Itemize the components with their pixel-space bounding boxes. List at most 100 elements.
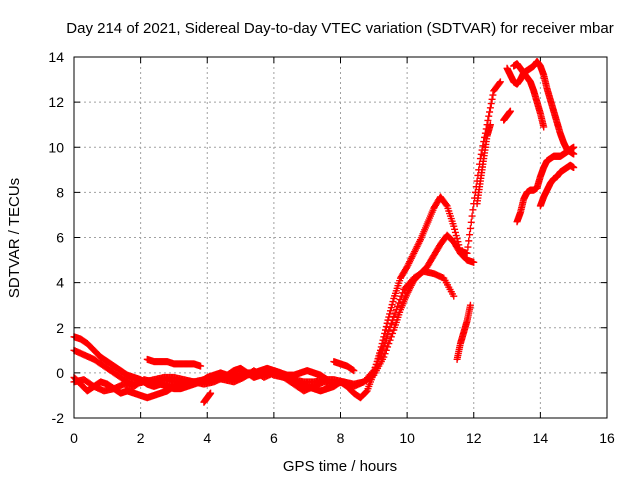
data-point [395, 299, 403, 307]
data-point [464, 243, 472, 251]
x-tick-label: 8 [337, 430, 345, 446]
data-point [442, 201, 450, 209]
data-point [207, 389, 215, 397]
y-axis-label: SDTVAR / TECUs [6, 178, 23, 298]
data-point [386, 310, 394, 318]
grid [74, 57, 607, 418]
y-tick-label: 2 [56, 320, 64, 336]
data-point [385, 327, 393, 335]
data-point [391, 309, 399, 317]
data-point [463, 249, 471, 257]
data-point [451, 228, 459, 236]
series-3 [70, 364, 331, 402]
data-point [392, 306, 400, 314]
data-point [466, 301, 474, 309]
data-point [454, 238, 462, 246]
x-tick-label: 16 [599, 430, 615, 446]
data-point [397, 292, 405, 300]
x-tick-label: 14 [533, 430, 549, 446]
data-point [323, 376, 331, 384]
data-point [384, 331, 392, 339]
data-points [70, 58, 578, 406]
data-point [197, 362, 205, 370]
data-point [540, 123, 548, 131]
y-tick-label: 8 [56, 184, 64, 200]
series-10 [503, 58, 578, 158]
data-point [470, 258, 478, 266]
data-point [372, 360, 380, 368]
data-point [487, 100, 495, 108]
data-point [387, 320, 395, 328]
series-12 [513, 143, 578, 226]
data-point [377, 348, 385, 356]
data-point [496, 78, 504, 86]
series-4 [143, 355, 205, 370]
data-point [467, 218, 475, 226]
data-point [570, 150, 578, 158]
data-point [486, 104, 494, 112]
data-point [390, 312, 398, 320]
series-13 [536, 161, 578, 210]
data-point [386, 323, 394, 331]
data-point [452, 232, 460, 240]
data-point [370, 367, 378, 375]
data-point [496, 79, 504, 87]
y-tick-label: 6 [56, 230, 64, 246]
data-point [388, 301, 396, 309]
data-point [369, 368, 377, 376]
y-tick-label: -2 [52, 410, 65, 426]
data-point [488, 95, 496, 103]
data-point [453, 235, 461, 243]
data-point [465, 237, 473, 245]
data-point [455, 241, 463, 249]
y-tick-label: 0 [56, 365, 64, 381]
data-point [381, 338, 389, 346]
x-tick-label: 0 [70, 430, 78, 446]
y-tick-label: 10 [48, 139, 64, 155]
data-point [375, 354, 383, 362]
data-point [380, 342, 388, 350]
data-point [570, 143, 578, 151]
data-point [380, 353, 388, 361]
data-point [570, 164, 578, 172]
data-point [466, 224, 474, 232]
y-tick-label: 4 [56, 275, 64, 291]
data-point [486, 121, 494, 129]
x-axis-label: GPS time / hours [283, 458, 397, 475]
data-point [382, 323, 390, 331]
data-point [374, 357, 382, 365]
data-point [384, 343, 392, 351]
y-tick-label: 14 [48, 49, 64, 65]
data-point [387, 333, 395, 341]
data-point [394, 302, 402, 310]
data-point [379, 345, 387, 353]
data-point [371, 364, 379, 372]
data-point [486, 108, 494, 116]
y-tick-labels: -2 0 2 4 6 8 10 12 14 [48, 49, 64, 426]
x-tick-label: 12 [466, 430, 482, 446]
data-point [489, 91, 497, 99]
data-point [389, 298, 397, 306]
data-point [389, 329, 397, 337]
data-point [350, 367, 358, 375]
data-point [385, 340, 393, 348]
x-tick-label: 6 [270, 430, 278, 446]
data-point [466, 231, 474, 239]
data-point [381, 326, 389, 334]
x-tick-label: 4 [203, 430, 211, 446]
series-11 [510, 60, 548, 131]
chart-title: Day 214 of 2021, Sidereal Day-to-day VTE… [66, 20, 613, 37]
data-point [399, 289, 407, 297]
data-point [386, 336, 394, 344]
data-point [469, 206, 477, 214]
x-tick-label: 2 [137, 430, 145, 446]
x-tick-labels: 0 2 4 6 8 10 12 14 16 [70, 430, 615, 446]
data-point [484, 116, 492, 124]
series-5 [200, 389, 215, 406]
data-point [450, 292, 458, 300]
data-point [389, 316, 397, 324]
data-point [485, 112, 493, 120]
data-point [451, 225, 459, 233]
